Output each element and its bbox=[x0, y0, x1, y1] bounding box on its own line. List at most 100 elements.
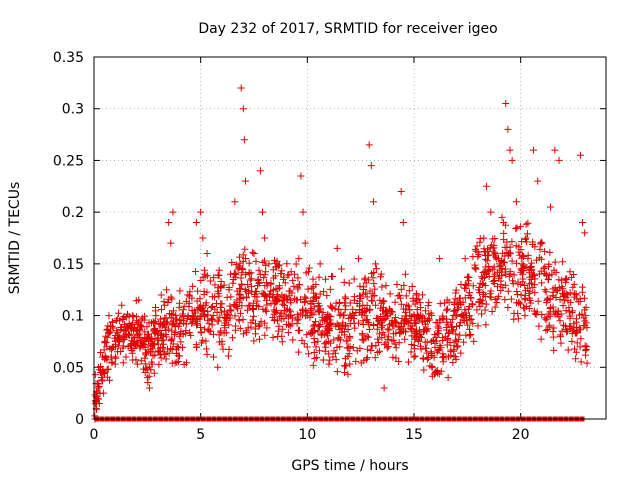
data-point bbox=[414, 315, 422, 323]
data-point bbox=[478, 310, 486, 318]
data-point bbox=[121, 320, 129, 328]
y-tick-label: 0.25 bbox=[53, 153, 84, 169]
data-point bbox=[408, 325, 416, 333]
data-point bbox=[249, 299, 257, 307]
data-point bbox=[480, 234, 488, 242]
data-point bbox=[570, 271, 578, 279]
data-point bbox=[555, 156, 563, 164]
data-point bbox=[525, 305, 533, 313]
data-point bbox=[433, 337, 441, 345]
data-point bbox=[471, 261, 479, 269]
data-point bbox=[328, 303, 336, 311]
data-point bbox=[260, 274, 268, 282]
data-point bbox=[243, 294, 251, 302]
data-point bbox=[541, 314, 549, 322]
data-point bbox=[402, 305, 410, 313]
data-point bbox=[497, 277, 505, 285]
data-point bbox=[295, 326, 303, 334]
data-point bbox=[346, 299, 354, 307]
data-point bbox=[541, 286, 549, 294]
data-point bbox=[132, 339, 140, 347]
data-point bbox=[573, 327, 581, 335]
data-point bbox=[125, 321, 133, 329]
data-point bbox=[302, 308, 310, 316]
data-point bbox=[542, 326, 550, 334]
data-point bbox=[211, 281, 219, 289]
data-point bbox=[295, 281, 303, 289]
data-point bbox=[370, 269, 378, 277]
data-point bbox=[468, 300, 476, 308]
data-point bbox=[454, 305, 462, 313]
data-point bbox=[241, 255, 249, 263]
data-point bbox=[410, 311, 418, 319]
data-point bbox=[150, 369, 158, 377]
data-point bbox=[256, 167, 264, 175]
data-point bbox=[200, 307, 208, 315]
data-point bbox=[537, 255, 545, 263]
data-point bbox=[91, 397, 99, 405]
data-point bbox=[241, 245, 249, 253]
data-point bbox=[239, 251, 247, 259]
data-point bbox=[515, 298, 523, 306]
data-point bbox=[442, 306, 450, 314]
data-point bbox=[474, 322, 482, 330]
data-point bbox=[175, 299, 183, 307]
data-point bbox=[305, 350, 313, 358]
data-point bbox=[277, 309, 285, 317]
data-point bbox=[337, 310, 345, 318]
data-point bbox=[506, 249, 514, 257]
data-point bbox=[174, 344, 182, 352]
data-point bbox=[201, 273, 209, 281]
data-point bbox=[443, 318, 451, 326]
data-point bbox=[108, 353, 116, 361]
data-point bbox=[508, 238, 516, 246]
data-point bbox=[547, 203, 555, 211]
data-point bbox=[544, 296, 552, 304]
data-point bbox=[415, 326, 423, 334]
data-point bbox=[177, 330, 185, 338]
data-point bbox=[508, 257, 516, 265]
data-point bbox=[310, 349, 318, 357]
data-point bbox=[530, 270, 538, 278]
data-point bbox=[436, 342, 444, 350]
data-point bbox=[405, 302, 413, 310]
data-point bbox=[570, 345, 578, 353]
data-point bbox=[314, 299, 322, 307]
data-point bbox=[363, 345, 371, 353]
data-point bbox=[425, 315, 433, 323]
data-point bbox=[295, 348, 303, 356]
data-point bbox=[249, 305, 257, 313]
data-point bbox=[333, 244, 341, 252]
data-point bbox=[144, 331, 152, 339]
data-point bbox=[334, 306, 342, 314]
data-point bbox=[130, 334, 138, 342]
y-tick-label: 0 bbox=[75, 412, 84, 428]
data-point bbox=[171, 359, 179, 367]
data-point bbox=[248, 304, 256, 312]
data-point bbox=[173, 358, 181, 366]
data-point bbox=[238, 269, 246, 277]
data-point bbox=[148, 360, 156, 368]
data-point bbox=[202, 299, 210, 307]
data-point bbox=[197, 208, 205, 216]
data-point bbox=[225, 345, 233, 353]
data-point bbox=[339, 319, 347, 327]
data-point bbox=[431, 343, 439, 351]
data-point bbox=[517, 246, 525, 254]
data-point bbox=[476, 279, 484, 287]
data-point bbox=[103, 356, 111, 364]
data-point bbox=[362, 355, 370, 363]
data-point bbox=[548, 270, 556, 278]
data-point bbox=[473, 242, 481, 250]
data-point bbox=[415, 336, 423, 344]
data-point bbox=[245, 302, 253, 310]
data-point bbox=[460, 338, 468, 346]
data-point bbox=[261, 331, 269, 339]
data-point bbox=[384, 343, 392, 351]
data-point bbox=[281, 279, 289, 287]
data-point bbox=[516, 300, 524, 308]
data-point bbox=[564, 346, 572, 354]
data-point bbox=[111, 332, 119, 340]
data-point bbox=[557, 339, 565, 347]
x-tick-label: 10 bbox=[298, 427, 316, 443]
